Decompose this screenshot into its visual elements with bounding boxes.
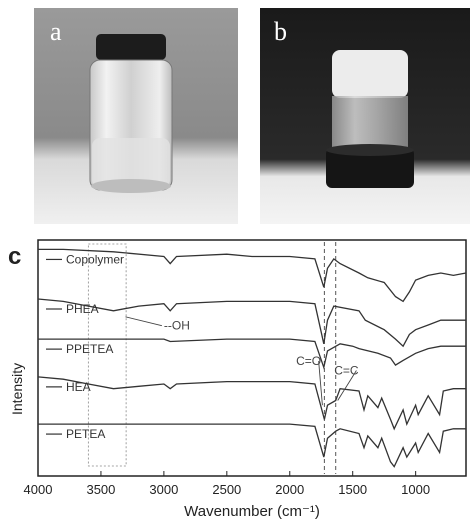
annotation-leader (337, 370, 357, 401)
x-tick-label: 4000 (24, 482, 53, 497)
series-line-petea (38, 423, 466, 468)
series-label-hea: HEA (66, 380, 91, 394)
panel-letter-c: c (8, 243, 21, 270)
x-axis-label: Wavenumber (cm⁻¹) (184, 503, 320, 520)
series-label-ppetea: PPETEA (66, 342, 113, 356)
x-tick-label: 3000 (149, 482, 178, 497)
panel-b-photo: b (260, 8, 470, 224)
series-label-phea: PHEA (66, 302, 99, 316)
ftir-chart: c Intensity Wavenumber (cm⁻¹) 4000 3500 30… (8, 239, 467, 520)
panel-letter-a: a (50, 17, 62, 46)
x-tick-label: 1000 (401, 482, 430, 497)
series-line-copolymer (38, 248, 467, 303)
series-line-hea (37, 376, 466, 431)
vial-inverted-image: b (260, 8, 470, 224)
panel-letter-b: b (274, 17, 287, 46)
reference-lines (323, 242, 337, 474)
peak-annotations: --OH C=O C=C (125, 316, 359, 406)
annotation-c-o: C=O (296, 354, 321, 368)
annotation-c-c: C=C (334, 364, 359, 378)
x-axis-ticks: 4000 3500 3000 2500 2000 1500 1000 (24, 471, 430, 497)
panel-a-photo: a (34, 8, 238, 224)
series-line-phea (37, 298, 466, 348)
x-tick-label: 2000 (275, 482, 304, 497)
series-labels: Copolymer PHEA PPETEA HEA PETEA (46, 252, 124, 441)
annotation-leader (125, 316, 162, 327)
spectra-series (37, 248, 467, 468)
x-tick-label: 2500 (212, 482, 241, 497)
plot-frame (37, 239, 467, 477)
series-line-ppetea (38, 338, 466, 370)
x-tick-label: 3500 (86, 482, 115, 497)
annotation-oh: --OH (164, 319, 190, 333)
annotation-leader (318, 361, 323, 406)
x-tick-label: 1500 (338, 482, 367, 497)
highlight-box (87, 243, 127, 467)
series-label-petea: PETEA (66, 427, 105, 441)
series-label-copolymer: Copolymer (66, 252, 124, 266)
y-axis-label: Intensity (9, 363, 25, 415)
panel-c-chart: c Intensity Wavenumber (cm⁻¹) 4000 3500 30… (0, 230, 474, 522)
vial-clear-image: a (34, 8, 238, 224)
oh-highlight-region (87, 243, 127, 467)
